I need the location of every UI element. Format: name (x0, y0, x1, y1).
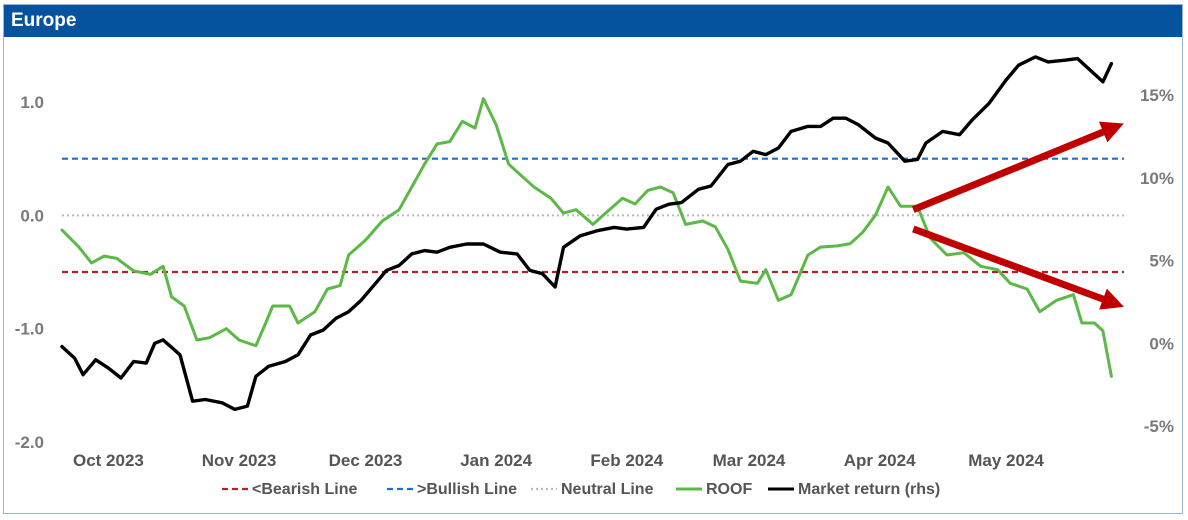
y-left-tick-label: 0.0 (20, 206, 44, 225)
legend-label: Neutral Line (561, 481, 654, 498)
legend-label: ROOF (706, 481, 752, 498)
series-line-roof (60, 97, 1113, 378)
y-right-tick-label: 5% (1149, 252, 1174, 271)
y-left-tick-label: -1.0 (15, 320, 44, 339)
legend: <Bearish Line >Bullish Line Neutral Line RO… (222, 481, 940, 498)
x-tick-label: Mar 2024 (713, 451, 786, 470)
trend-arrow-down (912, 225, 1124, 310)
x-tick-label: Nov 2023 (202, 451, 277, 470)
legend-label: <Bearish Line (252, 481, 357, 498)
legend-item: >Bullish Line (387, 481, 517, 498)
x-tick-label: Apr 2024 (844, 451, 916, 470)
y-axis-left: 1.0 0.0 -1.0 -2.0 (15, 93, 44, 452)
x-tick-label: Feb 2024 (590, 451, 663, 470)
y-right-tick-label: 15% (1140, 86, 1174, 105)
y-right-tick-label: 0% (1149, 334, 1174, 353)
x-tick-label: May 2024 (968, 451, 1044, 470)
y-left-tick-label: 1.0 (20, 93, 44, 112)
series-line-market-return (60, 55, 1114, 412)
x-tick-label: Oct 2023 (73, 451, 144, 470)
x-tick-label: Dec 2023 (329, 451, 403, 470)
series-layer (60, 55, 1114, 412)
legend-label: Market return (rhs) (798, 481, 940, 498)
legend-item: ROOF (676, 481, 752, 498)
y-right-tick-label: 10% (1140, 169, 1174, 188)
y-axis-right: 15% 10% 5% 0% -5% (1140, 86, 1174, 436)
annotation-layer (911, 121, 1124, 310)
legend-label: >Bullish Line (417, 481, 517, 498)
trend-arrow-up (911, 121, 1124, 213)
x-axis: Oct 2023 Nov 2023 Dec 2023 Jan 2024 Feb 2024… (73, 451, 1044, 470)
panel-title: Europe (4, 5, 1182, 37)
legend-item: <Bearish Line (222, 481, 357, 498)
y-right-tick-label: -5% (1144, 417, 1174, 436)
y-left-tick-label: -2.0 (15, 433, 44, 452)
legend-item: Market return (rhs) (768, 481, 940, 498)
x-tick-label: Jan 2024 (460, 451, 532, 470)
reference-lines (62, 157, 1124, 274)
legend-item: Neutral Line (531, 481, 654, 498)
